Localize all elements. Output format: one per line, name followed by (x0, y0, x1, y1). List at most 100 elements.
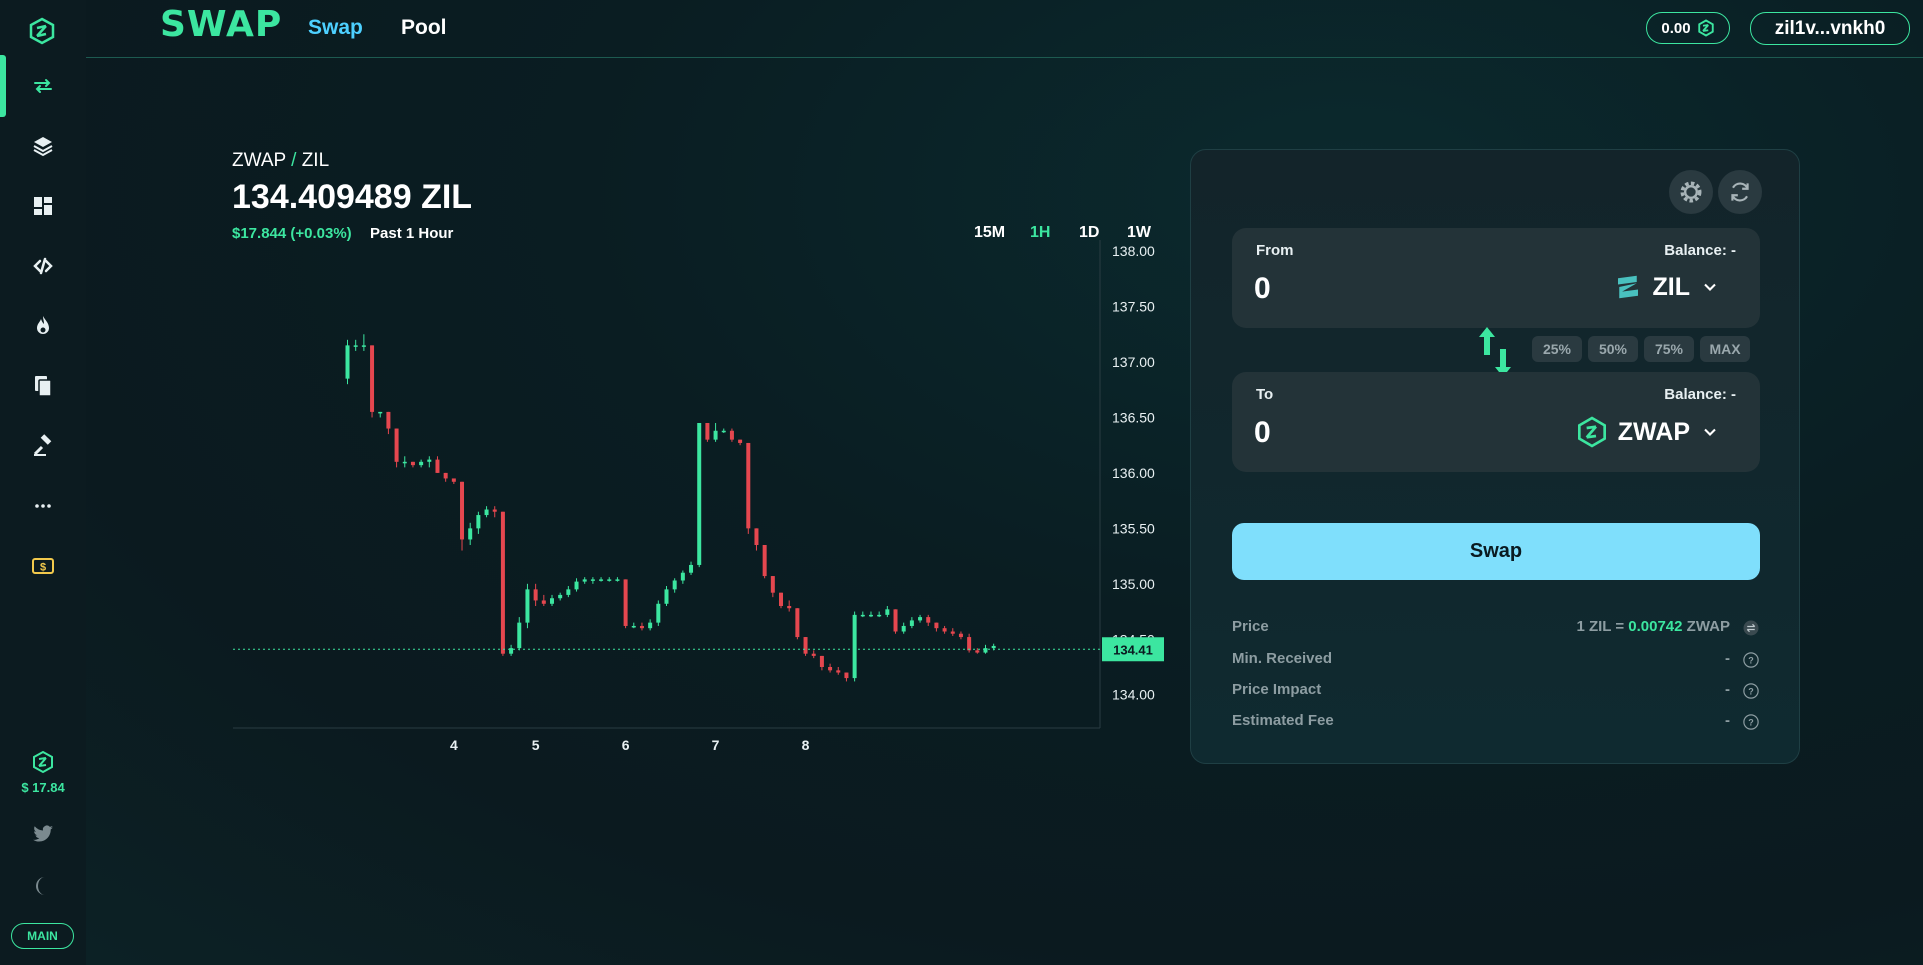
help-circle-icon[interactable]: ? (1742, 713, 1760, 735)
nav-pool[interactable]: Pool (401, 16, 447, 39)
to-token-select[interactable]: ZWAP (1576, 416, 1720, 448)
y-tick-label: 137.50 (1112, 299, 1155, 315)
candle-body (689, 564, 694, 573)
candle-body (664, 589, 669, 604)
swap-button[interactable]: Swap (1232, 523, 1760, 580)
candle-body (517, 622, 522, 649)
price-swap-icon[interactable] (1742, 619, 1760, 641)
candle-body (746, 442, 751, 529)
y-tick-label: 136.50 (1112, 409, 1155, 425)
candle-body (844, 672, 849, 679)
wallet-balance-pill[interactable]: 0.00 (1646, 12, 1730, 44)
sidebar-item-zilo[interactable] (0, 304, 86, 348)
zwap-token-icon (0, 740, 86, 784)
refresh-button[interactable] (1718, 170, 1762, 214)
top-bar: SWAP Swap Pool 0.00 zil1v...vnkh0 (86, 0, 1923, 58)
x-tick-label: 8 (802, 737, 810, 753)
sidebar-item-governance[interactable] (0, 424, 86, 468)
timeframe-1d[interactable]: 1D (1079, 224, 1100, 241)
settings-button[interactable] (1669, 170, 1713, 214)
candle-body (435, 459, 440, 473)
zil-token-icon (1617, 275, 1638, 299)
sidebar-item-bridge[interactable] (0, 244, 86, 288)
reverse-swap-button[interactable] (1473, 325, 1517, 379)
candle-body (656, 603, 661, 623)
sidebar-item-pool[interactable] (0, 124, 86, 168)
candle-body (541, 600, 546, 604)
price-period: Past 1 Hour (370, 225, 454, 242)
sidebar-item-more[interactable] (0, 484, 86, 528)
estimated-fee-label: Estimated Fee (1232, 712, 1334, 729)
gavel-icon (33, 434, 52, 456)
candle-body (787, 606, 792, 609)
sidebar-item-docs[interactable] (0, 364, 86, 408)
pair-label: ZWAP / ZIL (232, 150, 329, 172)
price-rate: 0.00742 (1628, 618, 1683, 635)
price-impact-label: Price Impact (1232, 681, 1322, 698)
candle-body (394, 428, 399, 462)
timeframe-15m[interactable]: 15M (974, 224, 1006, 241)
sidebar-item-swap[interactable] (0, 55, 86, 117)
from-amount-input[interactable]: 0 (1254, 272, 1271, 305)
nav-swap[interactable]: Swap (308, 16, 363, 39)
candle-body (509, 648, 514, 654)
percent-50-button[interactable]: 50% (1588, 336, 1638, 362)
sidebar-item-buy[interactable]: $ (0, 544, 86, 588)
timeframe-1h[interactable]: 1H (1030, 224, 1051, 241)
candle-body (991, 645, 996, 649)
current-price-tag (1102, 637, 1164, 662)
gear-icon (1680, 181, 1702, 203)
sidebar-item-dashboard[interactable] (0, 184, 86, 228)
percent-75-button[interactable]: 75% (1644, 336, 1694, 362)
x-tick-label: 6 (622, 737, 630, 753)
from-token-name: ZIL (1652, 272, 1691, 301)
dashboard-icon (34, 197, 52, 215)
candle-body (623, 579, 628, 626)
pair-base: ZWAP (232, 150, 286, 171)
twitter-icon[interactable] (0, 812, 86, 856)
y-tick-label: 134.00 (1112, 687, 1155, 703)
from-token-select[interactable]: ZIL (1613, 272, 1721, 302)
zilswap-logo-icon[interactable] (25, 14, 59, 48)
price-impact-value: - (1725, 681, 1730, 698)
chevron-down-icon (1704, 428, 1716, 436)
candle-body (795, 608, 800, 638)
documents-icon (35, 376, 52, 397)
timeframe-1w[interactable]: 1W (1127, 224, 1151, 241)
candle-body (574, 581, 579, 590)
candle-body (386, 411, 391, 429)
candle-body (705, 423, 710, 440)
candle-body (779, 592, 784, 606)
network-badge[interactable]: MAIN (11, 923, 74, 949)
candle-body (370, 345, 375, 412)
candle-body (828, 667, 833, 671)
price-chart[interactable]: 138.00 137.50 137.00 136.50 136.00 135.50 135.… (230, 240, 1170, 760)
to-balance: Balance: - (1664, 386, 1736, 403)
dollar-icon: $ (32, 558, 54, 574)
brand-logo[interactable]: SWAP (160, 4, 283, 45)
percent-max-button[interactable]: MAX (1700, 336, 1750, 362)
candle-body (836, 670, 841, 673)
wallet-address-button[interactable]: zil1v...vnkh0 (1750, 12, 1910, 45)
y-tick-label: 136.00 (1112, 465, 1155, 481)
candle-body (721, 430, 726, 433)
candle-body (476, 515, 481, 529)
percent-25-button[interactable]: 25% (1532, 336, 1582, 362)
zwap-token-icon (1577, 416, 1606, 448)
help-circle-icon[interactable]: ? (1742, 682, 1760, 704)
help-circle-icon[interactable]: ? (1742, 651, 1760, 673)
y-tick-label: 135.50 (1112, 520, 1155, 536)
link-icon (33, 257, 53, 275)
candle-body (607, 579, 612, 581)
y-tick-label: 138.00 (1112, 243, 1155, 259)
swap-direction-icon (1479, 327, 1511, 377)
chevron-down-icon (1704, 283, 1716, 291)
x-tick-label: 5 (532, 737, 540, 753)
candle-body (958, 633, 963, 638)
theme-toggle-moon-icon[interactable] (0, 864, 86, 908)
price-row: Price 1 ZIL = 0.00742 ZWAP (1232, 618, 1760, 638)
to-amount-input[interactable]: 0 (1254, 416, 1271, 449)
candle-body (680, 572, 685, 581)
x-tick-label: 4 (450, 737, 458, 753)
svg-text:?: ? (1748, 686, 1754, 696)
